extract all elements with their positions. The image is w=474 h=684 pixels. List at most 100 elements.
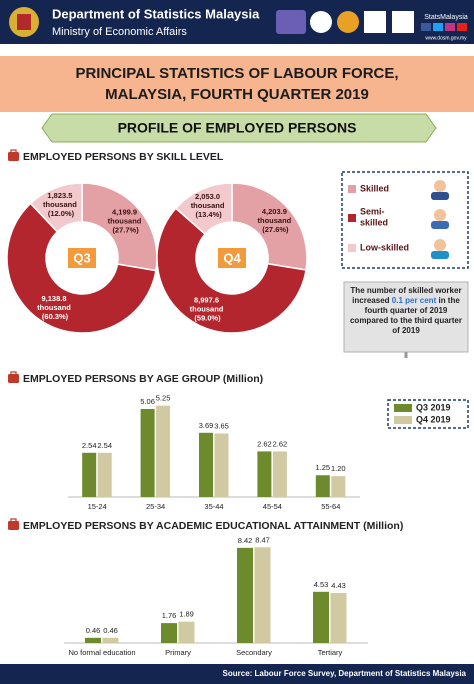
logo-shield [17,14,31,30]
section-icon [10,149,17,154]
data-label: 1.20 [331,464,346,473]
legend-swatch [348,244,356,252]
data-label: 4.43 [331,581,346,590]
section-icon [10,518,17,523]
data-label: 0.46 [86,626,101,635]
person-icon [434,239,446,251]
title: MALAYSIA, FOURTH QUARTER 2019 [105,86,369,103]
note-text: The number of skilled worker increased [350,286,462,305]
note-board [343,281,469,353]
qr-code [392,11,414,33]
donut-segment [231,182,308,271]
legend-label: Semi- skilled [360,207,388,228]
data-label: 3.65 [214,421,229,430]
person-icon [431,192,449,200]
legend-label: Low-skilled [360,242,409,252]
legend-label: Skilled [360,183,389,193]
bar [156,405,171,497]
bar [331,476,346,497]
title: PRINCIPAL STATISTICS OF LABOUR FORCE, [75,65,398,82]
center-badge [68,248,96,268]
bar [272,451,287,497]
sdg-badge [337,11,359,33]
website: www.dosm.gov.my [425,35,467,41]
legend-swatch [348,214,356,222]
data-label: 1.25 [315,463,330,472]
x-tick-label: 35-44 [204,502,223,511]
bar [161,623,177,643]
social-icon [433,23,443,31]
data-label: 4.53 [314,580,329,589]
section-icon [8,152,19,161]
bar [97,452,112,497]
header-title: Department of Statistics Malaysia [52,6,260,21]
data-label: 3.69 [199,421,214,430]
badge [276,10,306,34]
data-label: 8.42 [238,536,253,545]
section-icon [10,371,17,376]
section-title: EMPLOYED PERSONS BY AGE GROUP (Million) [23,373,263,385]
x-tick-label: Primary [165,648,191,657]
donut-segment [156,207,307,334]
data-label: 5.06 [140,397,155,406]
legend-label: Q4 2019 [416,414,451,424]
bar [85,637,101,643]
brand: StatsMalaysia [424,14,468,21]
source: Source: Labour Force Survey, Department … [223,669,467,678]
x-tick-label: 45-54 [263,502,282,511]
social-icon [445,23,455,31]
bar [199,432,213,497]
data-label: 1.76 [162,611,177,620]
donut-segment [6,202,157,334]
data-label: 2,053.0 thousand (13.4%) [191,192,227,219]
data-label: 1.89 [179,610,194,619]
person-icon [431,251,449,259]
note-highlight: 0.1 per cent [391,296,437,305]
legend-swatch [394,416,412,424]
footer-bar [0,664,474,684]
legend-swatch [348,185,356,193]
bar [178,621,195,643]
x-tick-label: Tertiary [318,648,343,657]
data-label: 1,823.5 thousand (12.0%) [43,191,79,218]
social-icon [421,23,431,31]
data-label: 2.62 [273,439,288,448]
data-label: 2.54 [82,441,97,450]
data-label: 5.25 [156,394,171,403]
x-tick-label: 55-64 [321,502,340,511]
qr-code [364,11,386,33]
donut-segment [29,182,83,233]
data-label: 8,997.6 thousand (59.0%) [190,295,226,322]
bar [140,408,155,497]
bar [237,547,253,643]
data-label: 2.62 [257,439,272,448]
bar [254,547,271,643]
section-title: EMPLOYED PERSONS BY ACADEMIC EDUCATIONAL… [23,520,403,532]
person-icon [431,221,449,229]
bar [82,452,97,497]
legend-label: Q3 2019 [416,402,451,412]
person-icon [434,209,446,221]
bar [102,637,119,643]
bar [313,591,329,643]
badge [310,11,332,33]
data-label: 8.47 [255,535,270,544]
bar [214,433,229,497]
center-label: Q4 [223,250,241,265]
bar [315,475,330,497]
x-tick-label: Secondary [236,648,272,657]
center-badge [218,248,246,268]
header-subtitle: Ministry of Economic Affairs [52,26,187,38]
data-label: 4,199.9 thousand (27.7%) [108,207,144,234]
note: The number of skilled worker increased 0… [348,286,464,336]
person-icon [434,180,446,192]
donut-segment [174,182,233,236]
x-tick-label: 15-24 [88,502,107,511]
note-text: in the fourth quarter of 2019 compared t… [349,296,462,335]
banner [41,113,437,143]
data-label: 4,203.9 thousand (27.6%) [257,207,293,234]
x-tick-label: 25-34 [146,502,165,511]
bar [257,451,272,497]
